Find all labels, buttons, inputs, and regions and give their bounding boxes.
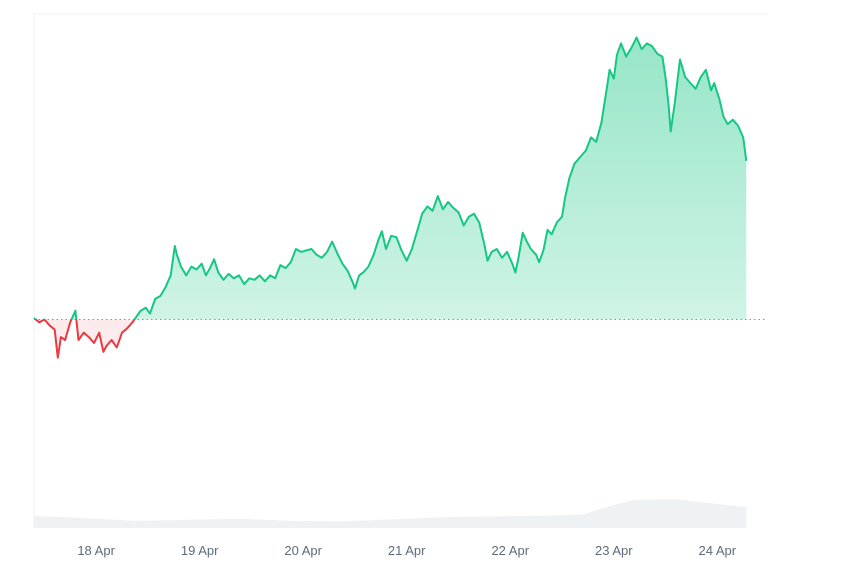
x-tick-label: 23 Apr [595,543,633,558]
price-area-down [34,319,747,358]
price-area-up [34,37,747,320]
x-axis-ticks: 18 Apr 19 Apr 20 Apr 21 Apr 22 Apr 23 Apr 24 A… [77,543,736,558]
x-tick-label: 20 Apr [284,543,322,558]
x-tick-label: 24 Apr [699,543,737,558]
price-line-up [33,36,748,320]
plot-frame [33,13,767,528]
volume-area [34,499,747,528]
x-tick-label: 19 Apr [181,543,219,558]
x-tick-label: 18 Apr [77,543,115,558]
volume-shape [34,499,747,528]
price-area-fills [34,37,747,358]
price-lines [33,36,748,359]
x-tick-label: 21 Apr [388,543,426,558]
x-tick-label: 22 Apr [491,543,529,558]
